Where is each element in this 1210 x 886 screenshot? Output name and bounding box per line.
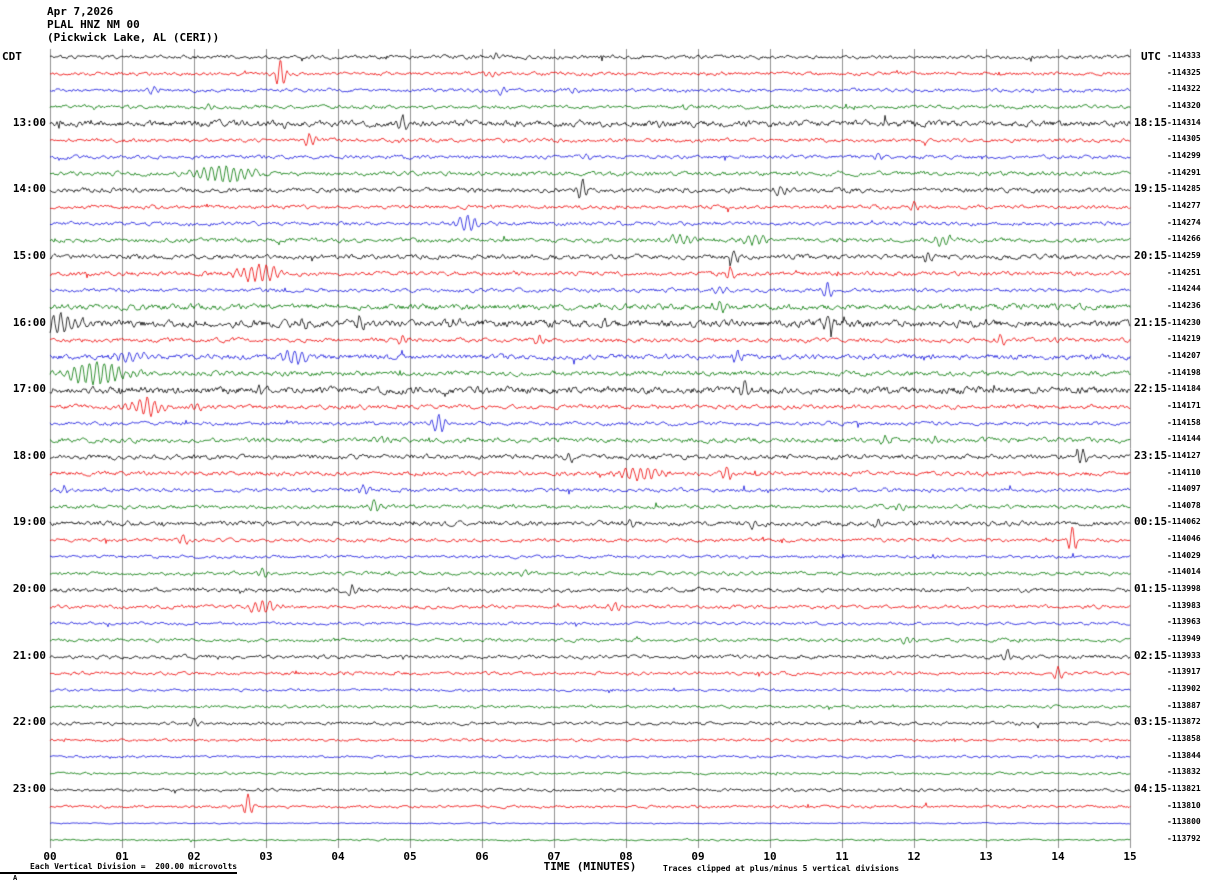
cdt-hour-label: 22:00: [12, 715, 46, 729]
trace-offset-value: -113983: [1167, 600, 1201, 610]
trace-offset-value: -113933: [1167, 650, 1201, 660]
trace-offset-value: -113800: [1167, 817, 1201, 827]
utc-time-label: 04:15: [1134, 782, 1168, 796]
trace-offset-value: -113949: [1167, 634, 1201, 644]
cdt-hour-label: 13:00: [12, 115, 46, 129]
x-tick-label: 10: [763, 850, 777, 863]
trace-offset-value: -114078: [1167, 500, 1201, 510]
trace-offset-value: -114291: [1167, 167, 1201, 177]
trace-offset-value: -113902: [1167, 684, 1201, 694]
utc-time-label: 20:15: [1134, 248, 1168, 262]
utc-time-label: 23:15: [1134, 448, 1168, 462]
x-tick-label: 04: [331, 850, 345, 863]
utc-time-label: 01:15: [1134, 582, 1168, 596]
cdt-hour-label: 15:00: [12, 248, 46, 262]
x-tick-label: 09: [691, 850, 705, 863]
trace-offset-value: -114305: [1167, 134, 1201, 144]
trace-offset-value: -113963: [1167, 617, 1201, 627]
x-tick-label: 03: [259, 850, 273, 863]
x-tick-label: 07: [547, 850, 561, 863]
trace-offset-value: -114333: [1167, 51, 1201, 60]
trace-offset-value: -114259: [1167, 250, 1201, 260]
trace-offset-value: -113844: [1167, 750, 1201, 760]
x-tick-label: 13: [979, 850, 993, 863]
trace-offset-value: -114029: [1167, 550, 1201, 560]
trace-offset-value: -114244: [1167, 284, 1201, 294]
trace-offset-value: -113810: [1167, 800, 1201, 810]
x-tick-label: 01: [115, 850, 129, 863]
trace-offset-value: -114236: [1167, 300, 1201, 310]
x-tick-label: 06: [475, 850, 489, 863]
trace-offset-value: -114285: [1167, 184, 1201, 194]
utc-time-label: 21:15: [1134, 315, 1168, 329]
trace-offset-value: -113792: [1167, 834, 1201, 844]
station-code: PLAL HNZ NM 00: [47, 18, 140, 31]
x-tick-label: 05: [403, 850, 417, 863]
trace-offset-value: -114299: [1167, 150, 1201, 160]
utc-time-label: 22:15: [1134, 382, 1168, 396]
cdt-hour-label: 19:00: [12, 515, 46, 529]
utc-time-label: 02:15: [1134, 648, 1168, 662]
trace-offset-value: -114097: [1167, 484, 1201, 494]
trace-offset-value: -113858: [1167, 734, 1201, 744]
clip-note: Traces clipped at plus/minus 5 vertical …: [663, 864, 900, 873]
cdt-hour-label: 21:00: [12, 648, 46, 662]
x-tick-label: 14: [1051, 850, 1065, 863]
cdt-hour-label: 16:00: [12, 315, 46, 329]
trace-offset-value: -114062: [1167, 517, 1201, 527]
left-axis-header: CDT: [2, 50, 22, 63]
x-tick-label: 02: [187, 850, 201, 863]
x-tick-label: 15: [1123, 850, 1137, 863]
trace-offset-value: -113998: [1167, 584, 1201, 594]
trace-offset-value: -114320: [1167, 100, 1201, 110]
trace-offset-value: -114110: [1167, 467, 1201, 477]
x-tick-label: 12: [907, 850, 921, 863]
utc-time-label: 19:15: [1134, 182, 1168, 196]
trace-offset-value: -113872: [1167, 717, 1201, 727]
trace-offset-value: -114171: [1167, 400, 1201, 410]
trace-offset-value: -113821: [1167, 784, 1201, 794]
trace-offset-value: -113832: [1167, 767, 1201, 777]
trace-offset-value: -114184: [1167, 384, 1201, 394]
trace-offset-value: -114322: [1167, 84, 1201, 94]
utc-time-label: 03:15: [1134, 715, 1168, 729]
station-location: (Pickwick Lake, AL (CERI)): [47, 31, 220, 44]
trace-offset-value: -114144: [1167, 434, 1201, 444]
utc-time-label: 00:15: [1134, 515, 1168, 529]
corner-mark: A: [13, 874, 18, 882]
trace-offset-value: -114127: [1167, 450, 1201, 460]
scale-note: Each Vertical Division = 200.00 microvol…: [30, 862, 238, 871]
trace-offset-value: -114230: [1167, 317, 1201, 327]
report-date: Apr 7,2026: [47, 5, 114, 18]
trace-offset-value: -114251: [1167, 267, 1201, 277]
cdt-hour-label: 18:00: [12, 448, 46, 462]
trace-offset-value: -114314: [1167, 117, 1201, 127]
x-tick-label: 00: [43, 850, 57, 863]
cdt-hour-label: 20:00: [12, 582, 46, 596]
trace-offset-value: -113887: [1167, 700, 1201, 710]
right-axis-header: UTC: [1141, 50, 1161, 63]
trace-offset-value: -114158: [1167, 417, 1201, 427]
cdt-hour-label: 17:00: [12, 382, 46, 396]
trace-offset-value: -114198: [1167, 367, 1201, 377]
trace-offset-value: -114014: [1167, 567, 1201, 577]
trace-offset-value: -114046: [1167, 534, 1201, 544]
trace-offset-value: -114274: [1167, 217, 1201, 227]
utc-time-label: 18:15: [1134, 115, 1168, 129]
x-tick-label: 11: [835, 850, 849, 863]
footer-underline: [0, 872, 237, 874]
trace-offset-value: -114325: [1167, 67, 1201, 77]
trace-offset-value: -114207: [1167, 350, 1201, 360]
trace-offset-value: -114277: [1167, 200, 1201, 210]
x-tick-label: 08: [619, 850, 633, 863]
trace-offset-value: -114266: [1167, 234, 1201, 244]
trace-offset-value: -113917: [1167, 667, 1201, 677]
x-axis-title: TIME (MINUTES): [543, 860, 637, 873]
cdt-hour-label: 23:00: [12, 782, 46, 796]
cdt-hour-label: 14:00: [12, 182, 46, 196]
trace-offset-value: -114219: [1167, 334, 1201, 344]
